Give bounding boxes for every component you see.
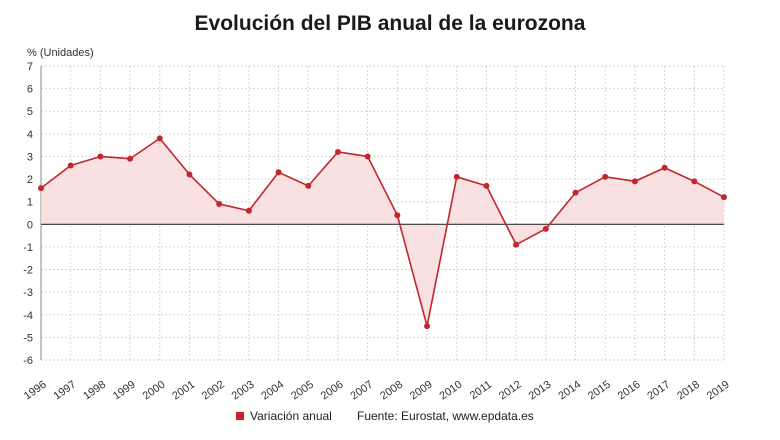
data-point-2015 — [602, 173, 609, 180]
x-tick-label: 2016 — [616, 379, 643, 403]
data-point-2014 — [572, 189, 579, 196]
x-tick-label: 2019 — [705, 379, 732, 403]
area-path — [41, 138, 724, 327]
data-point-1997 — [67, 162, 74, 169]
y-tick-label: 3 — [27, 151, 33, 163]
x-tick-label: 2004 — [259, 379, 286, 403]
data-point-2016 — [631, 178, 638, 185]
data-point-2000 — [156, 135, 163, 142]
x-tick-label: 2002 — [200, 379, 227, 403]
x-tick-label: 2005 — [289, 379, 316, 403]
y-tick-label: -5 — [23, 332, 33, 344]
x-tick-label: 2006 — [319, 379, 346, 403]
data-point-2002 — [216, 200, 223, 207]
series-points — [38, 135, 727, 330]
y-tick-label: 0 — [27, 219, 33, 231]
x-tick-label: 2007 — [348, 379, 375, 403]
data-point-2010 — [453, 173, 460, 180]
y-tick-label: -1 — [23, 242, 33, 254]
y-axis-unit-label: % (Unidades) — [27, 47, 94, 59]
x-tick-label: 2015 — [586, 379, 613, 403]
x-tick-label: 2010 — [438, 379, 465, 403]
y-tick-label: 4 — [27, 129, 33, 141]
y-tick-label: 7 — [27, 61, 33, 73]
data-point-1998 — [97, 153, 104, 160]
x-tick-label: 1998 — [81, 379, 108, 403]
data-point-1999 — [127, 155, 134, 162]
data-point-2004 — [275, 169, 282, 176]
y-tick-label: 2 — [27, 174, 33, 186]
y-tick-label: -2 — [23, 265, 33, 277]
x-tick-label: 2009 — [408, 379, 435, 403]
chart-title: Evolución del PIB anual de la eurozona — [195, 12, 586, 35]
x-tick-label: 2012 — [497, 379, 524, 403]
x-axis-ticks: 1996 1997 1998 1999 2000 2001 2002 2003 2004 2005… — [22, 379, 732, 403]
data-point-2011 — [483, 182, 490, 189]
series-line — [40, 137, 725, 327]
source-note: Fuente: Eurostat, www.epdata.es — [357, 409, 534, 423]
series-polyline — [40, 137, 725, 327]
x-tick-label: 2014 — [556, 379, 583, 403]
x-tick-label: 2000 — [141, 379, 168, 403]
data-point-2008 — [394, 212, 401, 219]
x-tick-label: 2011 — [468, 379, 494, 402]
data-point-2003 — [245, 207, 252, 214]
x-tick-label: 1999 — [111, 379, 138, 403]
legend-swatch — [236, 412, 244, 420]
y-tick-label: -6 — [23, 355, 33, 367]
grid — [40, 65, 725, 361]
x-tick-label: 2003 — [230, 379, 257, 403]
legend-series-name: Variación anual — [250, 409, 332, 423]
legend: Variación anual Fuente: Eurostat, www.ep… — [236, 409, 534, 423]
area-fill — [41, 138, 724, 327]
x-tick-label: 1997 — [51, 379, 78, 403]
data-point-2017 — [661, 164, 668, 171]
x-tick-label: 2017 — [645, 379, 672, 403]
x-tick-label: 2001 — [170, 379, 197, 403]
data-point-1996 — [38, 185, 44, 192]
y-tick-label: -4 — [23, 310, 33, 322]
y-tick-label: -3 — [23, 287, 33, 299]
data-point-2007 — [364, 153, 371, 160]
data-point-2005 — [305, 182, 312, 189]
data-point-2019 — [721, 194, 727, 201]
x-tick-label: 1996 — [22, 379, 49, 403]
x-tick-label: 2013 — [527, 379, 554, 403]
x-tick-label: 2018 — [675, 379, 702, 403]
y-axis-ticks: -6 -5 -4 -3 -2 -1 0 1 2 3 4 5 6 7 — [23, 61, 33, 367]
data-point-2001 — [186, 171, 193, 178]
data-point-2012 — [513, 241, 520, 248]
data-point-2018 — [691, 178, 698, 185]
data-point-2013 — [542, 225, 549, 232]
y-tick-label: 5 — [27, 106, 33, 118]
data-point-2009 — [424, 323, 431, 330]
y-tick-label: 6 — [27, 84, 33, 96]
x-tick-label: 2008 — [378, 379, 405, 403]
data-point-2006 — [334, 148, 341, 155]
y-tick-label: 1 — [27, 197, 33, 209]
